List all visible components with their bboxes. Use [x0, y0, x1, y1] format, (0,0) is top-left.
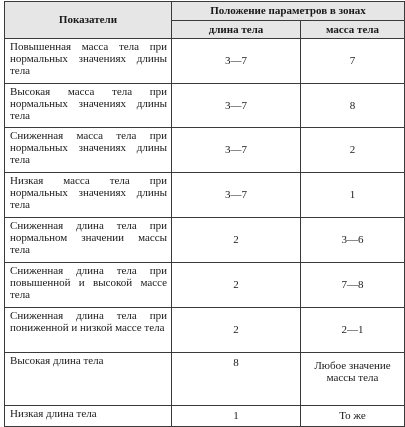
row-label: Сниженная длина тела при нормальном знач… [4, 217, 172, 263]
header-zones: Положение параметров в зонах [171, 1, 405, 21]
row-length: 8 [171, 352, 301, 406]
row-label: Сниженная масса тела при нормальных знач… [4, 127, 172, 173]
row-label: Сниженная длина тела при повышенной и вы… [4, 262, 172, 308]
row-mass: 1 [300, 172, 405, 218]
table-container: Показатели Положение параметров в зонах … [4, 1, 405, 427]
row-length: 1 [171, 405, 301, 427]
row-length: 3—7 [171, 83, 301, 128]
table-row: Низкая длина тела 1 То же [4, 405, 405, 427]
header-indicators: Показатели [4, 1, 172, 39]
row-length: 3—7 [171, 38, 301, 84]
row-length: 3—7 [171, 127, 301, 173]
row-mass: То же [300, 405, 405, 427]
row-mass: 2 [300, 127, 405, 173]
row-label: Низкая длина тела [4, 405, 172, 427]
header-length: длина тела [171, 20, 301, 39]
table-row: Сниженная масса тела при нормальных знач… [4, 127, 405, 173]
table-row: Повышенная масса тела при нормальных зна… [4, 38, 405, 84]
table-row: Сниженная длина тела при повышенной и вы… [4, 262, 405, 308]
row-label: Высокая масса тела при нормальных значен… [4, 83, 172, 128]
table-row: Высокая длина тела 8 Любое значение масс… [4, 352, 405, 406]
row-label: Повышенная масса тела при нормальных зна… [4, 38, 172, 84]
row-mass: 7 [300, 38, 405, 84]
row-length: 2 [171, 262, 301, 308]
row-label: Высокая длина тела [4, 352, 172, 406]
row-length: 2 [171, 217, 301, 263]
row-length: 3—7 [171, 172, 301, 218]
header-mass: масса тела [300, 20, 405, 39]
table-row: Высокая масса тела при нормальных значен… [4, 83, 405, 128]
row-mass: 3—6 [300, 217, 405, 263]
row-mass: Любое значение массы тела [300, 352, 405, 406]
row-length: 2 [171, 307, 301, 353]
parameters-table: Показатели Положение параметров в зонах … [4, 1, 405, 427]
row-mass: 8 [300, 83, 405, 128]
table-row: Низкая масса тела при нормальных значени… [4, 172, 405, 218]
row-mass: 7—8 [300, 262, 405, 308]
table-row: Сниженная длина тела при нормальном знач… [4, 217, 405, 263]
table-row: Сниженная длина тела при пониженной и ни… [4, 307, 405, 353]
row-label: Низкая масса тела при нормальных значени… [4, 172, 172, 218]
row-label: Сниженная длина тела при пониженной и ни… [4, 307, 172, 353]
row-mass: 2—1 [300, 307, 405, 353]
